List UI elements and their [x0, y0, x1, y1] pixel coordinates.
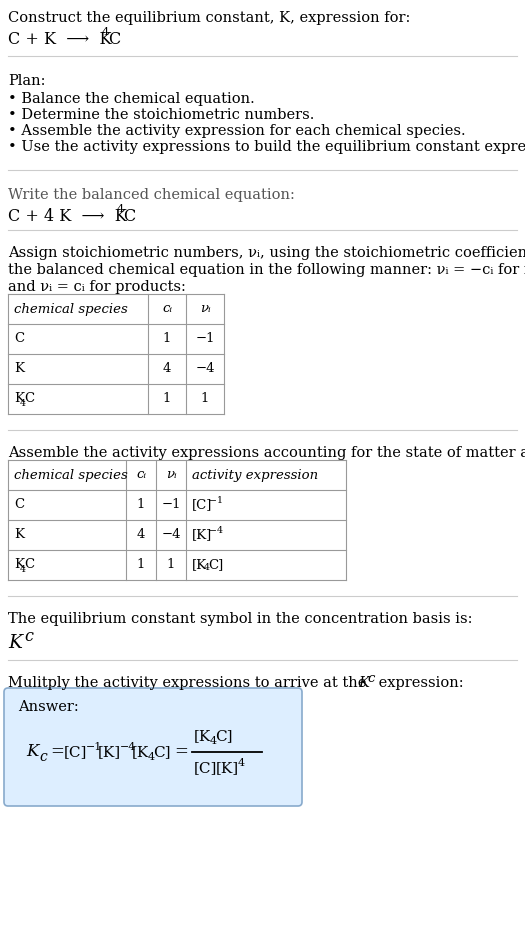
Text: c: c — [24, 628, 33, 645]
Text: • Assemble the activity expression for each chemical species.: • Assemble the activity expression for e… — [8, 124, 466, 138]
Text: 1: 1 — [137, 498, 145, 511]
Text: −4: −4 — [195, 362, 215, 376]
Text: =: = — [50, 744, 64, 760]
Text: νᵢ: νᵢ — [200, 303, 211, 316]
Text: C: C — [14, 332, 24, 345]
Text: [K: [K — [194, 729, 211, 743]
Text: [C]: [C] — [64, 745, 87, 759]
Text: C: C — [14, 498, 24, 511]
Text: Mulitply the activity expressions to arrive at the: Mulitply the activity expressions to arr… — [8, 676, 371, 690]
Text: c: c — [39, 750, 47, 764]
Text: −4: −4 — [120, 742, 136, 752]
Text: 1: 1 — [137, 558, 145, 571]
Text: [C]: [C] — [194, 761, 217, 775]
Text: −1: −1 — [161, 498, 181, 511]
Text: K: K — [26, 744, 38, 760]
Text: 1: 1 — [163, 393, 171, 406]
Text: C: C — [123, 208, 135, 225]
Text: activity expression: activity expression — [192, 469, 318, 482]
Text: [K]: [K] — [216, 761, 239, 775]
Text: chemical species: chemical species — [14, 469, 128, 482]
Text: and νᵢ = cᵢ for products:: and νᵢ = cᵢ for products: — [8, 280, 186, 294]
Text: 4: 4 — [238, 757, 245, 768]
Text: C]: C] — [215, 729, 232, 743]
Text: Assemble the activity expressions accounting for the state of matter and νᵢ:: Assemble the activity expressions accoun… — [8, 446, 525, 460]
Text: 4: 4 — [163, 362, 171, 376]
Text: [K: [K — [132, 745, 149, 759]
Text: C: C — [108, 31, 120, 48]
Text: expression:: expression: — [374, 676, 464, 690]
Text: K: K — [14, 529, 24, 542]
Text: [K: [K — [192, 558, 207, 571]
Text: 4: 4 — [137, 529, 145, 542]
Text: 1: 1 — [163, 332, 171, 345]
Text: C: C — [25, 558, 35, 571]
Text: K: K — [14, 393, 24, 406]
Text: 1: 1 — [201, 393, 209, 406]
Text: Construct the equilibrium constant, K, expression for:: Construct the equilibrium constant, K, e… — [8, 11, 411, 25]
Text: Answer:: Answer: — [18, 700, 79, 714]
Text: c: c — [367, 672, 374, 685]
Text: The equilibrium constant symbol in the concentration basis is:: The equilibrium constant symbol in the c… — [8, 612, 472, 626]
Text: −1: −1 — [209, 496, 223, 506]
Text: • Determine the stoichiometric numbers.: • Determine the stoichiometric numbers. — [8, 108, 314, 122]
Text: K: K — [8, 634, 22, 652]
Text: chemical species: chemical species — [14, 303, 128, 316]
Text: 4: 4 — [204, 563, 210, 572]
Text: Write the balanced chemical equation:: Write the balanced chemical equation: — [8, 188, 295, 202]
Text: C + K  ⟶  K: C + K ⟶ K — [8, 31, 111, 48]
Text: K: K — [358, 676, 369, 690]
Text: −1: −1 — [86, 742, 102, 752]
Text: Assign stoichiometric numbers, νᵢ, using the stoichiometric coefficients, cᵢ, fr: Assign stoichiometric numbers, νᵢ, using… — [8, 246, 525, 260]
Text: K: K — [14, 558, 24, 571]
Text: 4: 4 — [148, 752, 155, 762]
Text: 4: 4 — [117, 204, 124, 214]
Text: [K]: [K] — [192, 529, 212, 542]
Text: =: = — [174, 744, 188, 760]
Text: 4: 4 — [20, 565, 26, 573]
Text: −4: −4 — [161, 529, 181, 542]
Text: the balanced chemical equation in the following manner: νᵢ = −cᵢ for reactants: the balanced chemical equation in the fo… — [8, 263, 525, 277]
Text: Plan:: Plan: — [8, 74, 46, 88]
Text: • Use the activity expressions to build the equilibrium constant expression.: • Use the activity expressions to build … — [8, 140, 525, 154]
Text: C]: C] — [153, 745, 170, 759]
Text: 1: 1 — [167, 558, 175, 571]
Text: −4: −4 — [209, 526, 223, 535]
Text: C + 4 K  ⟶  K: C + 4 K ⟶ K — [8, 208, 127, 225]
Text: cᵢ: cᵢ — [136, 469, 146, 482]
Text: cᵢ: cᵢ — [162, 303, 172, 316]
Text: νᵢ: νᵢ — [166, 469, 176, 482]
Text: C: C — [25, 393, 35, 406]
Text: C]: C] — [208, 558, 223, 571]
Text: −1: −1 — [195, 332, 215, 345]
Text: [C]: [C] — [192, 498, 213, 511]
Text: 4: 4 — [102, 27, 109, 37]
Text: 4: 4 — [20, 398, 26, 407]
FancyBboxPatch shape — [4, 688, 302, 806]
Text: • Balance the chemical equation.: • Balance the chemical equation. — [8, 92, 255, 106]
Text: K: K — [14, 362, 24, 376]
Text: [K]: [K] — [98, 745, 121, 759]
Text: 4: 4 — [210, 736, 217, 746]
